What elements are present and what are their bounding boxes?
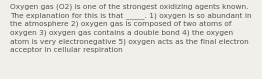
Text: Oxygen gas (O2) is one of the strongest oxidizing agents known.
The explanation : Oxygen gas (O2) is one of the strongest … bbox=[10, 3, 252, 53]
